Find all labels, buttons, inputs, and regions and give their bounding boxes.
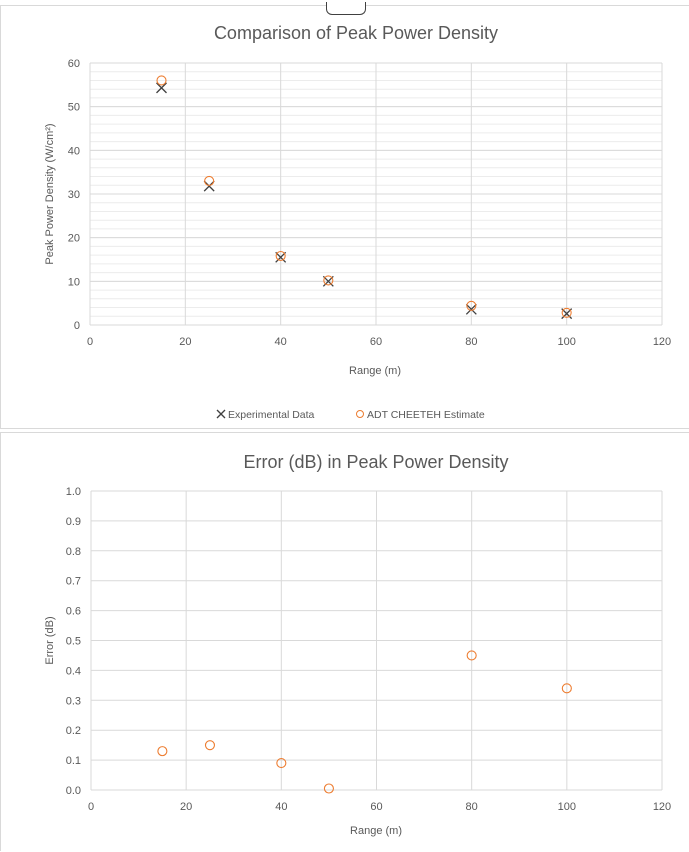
- y-tick-label: 0.8: [66, 546, 81, 558]
- x-tick-label: 40: [275, 336, 287, 348]
- y-axis-title: Error (dB): [44, 616, 56, 664]
- data-point-x: [465, 303, 477, 315]
- y-tick-label: 0.5: [66, 636, 81, 648]
- x-axis-ticks: 0 20 40 60 80 100 120: [87, 336, 671, 348]
- y-tick-label: 0.7: [66, 576, 81, 588]
- y-tick-label: 0.1: [66, 755, 81, 767]
- x-axis-ticks: 0 20 40 60 80 100 120: [88, 801, 671, 813]
- x-axis-title: Range (m): [350, 825, 402, 837]
- y-tick-label: 0.9: [66, 516, 81, 528]
- error-chart-panel: Error (dB) in Peak Power Density 0.0 0.1 0…: [0, 432, 689, 851]
- data-point-circle: [466, 650, 477, 661]
- y-tick-label: 20: [68, 233, 80, 245]
- x-tick-label: 120: [653, 336, 671, 348]
- x-tick-label: 80: [465, 336, 477, 348]
- x-tick-label: 0: [87, 336, 93, 348]
- chart-title: Error (dB) in Peak Power Density: [243, 452, 508, 472]
- legend-label-estimate: ADT CHEETEH Estimate: [367, 409, 485, 421]
- data-point-circle: [561, 683, 572, 694]
- y-tick-label: 1.0: [66, 486, 81, 498]
- data-point-circle: [323, 275, 334, 286]
- data-point-circle: [157, 746, 168, 757]
- x-axis-title: Range (m): [349, 365, 401, 377]
- data-points: [156, 75, 573, 320]
- data-point-circle: [275, 250, 286, 262]
- legend-marker-x-icon: [216, 409, 226, 419]
- y-tick-label: 0.4: [66, 665, 81, 677]
- x-tick-label: 60: [370, 801, 382, 813]
- data-point-x: [561, 308, 573, 320]
- legend: Experimental Data ADT CHEETEH Estimate: [216, 409, 485, 421]
- y-tick-label: 50: [68, 102, 80, 114]
- legend-marker-circle-icon: [356, 410, 364, 418]
- x-tick-label: 120: [653, 801, 671, 813]
- chart-handle[interactable]: [326, 2, 366, 15]
- data-points: [157, 650, 572, 794]
- data-point-x: [322, 275, 334, 287]
- data-point-circle: [276, 758, 287, 769]
- data-point-x: [203, 180, 215, 192]
- y-axis-ticks: 0 10 20 30 40 50 60: [68, 58, 80, 332]
- y-tick-label: 40: [68, 145, 80, 157]
- chart-title: Comparison of Peak Power Density: [214, 23, 498, 43]
- y-tick-label: 60: [68, 58, 80, 70]
- data-point-circle: [561, 307, 572, 318]
- data-point-circle: [323, 783, 334, 794]
- data-point-circle: [156, 75, 167, 86]
- x-tick-label: 80: [466, 801, 478, 813]
- y-axis-title: Peak Power Density (W/cm²): [44, 123, 56, 264]
- y-tick-label: 30: [68, 189, 80, 201]
- y-tick-label: 0.3: [66, 695, 81, 707]
- x-tick-label: 20: [180, 801, 192, 813]
- grid: [90, 490, 663, 791]
- y-tick-label: 0: [74, 320, 80, 332]
- x-tick-label: 20: [179, 336, 191, 348]
- data-point-circle: [204, 740, 216, 751]
- y-tick-label: 0.0: [66, 785, 81, 797]
- data-point-x: [275, 251, 287, 263]
- x-tick-label: 100: [558, 801, 576, 813]
- grid: [89, 62, 663, 326]
- data-point-circle: [466, 300, 477, 311]
- data-point-x: [156, 82, 167, 94]
- power-density-chart: Comparison of Peak Power Density 0 10 20 30…: [44, 23, 671, 421]
- x-tick-label: 100: [557, 336, 575, 348]
- error-chart: Error (dB) in Peak Power Density 0.00.10…: [44, 452, 671, 837]
- x-tick-label: 40: [275, 801, 287, 813]
- x-tick-label: 60: [370, 336, 382, 348]
- y-axis-ticks: 0.0 0.1 0.2 0.3 0.4 0.5 0.6 0.7 0.8 0.9 1.0: [66, 486, 81, 797]
- y-tick-label: 0.2: [66, 725, 81, 737]
- x-tick-label: 0: [88, 801, 94, 813]
- legend-label-experimental: Experimental Data: [228, 409, 315, 421]
- power-density-chart-panel: Comparison of Peak Power Density 0 10 20 30…: [0, 2, 689, 429]
- y-tick-label: 10: [68, 276, 80, 288]
- data-point-circle: [204, 175, 215, 186]
- y-tick-label: 0.6: [66, 606, 81, 618]
